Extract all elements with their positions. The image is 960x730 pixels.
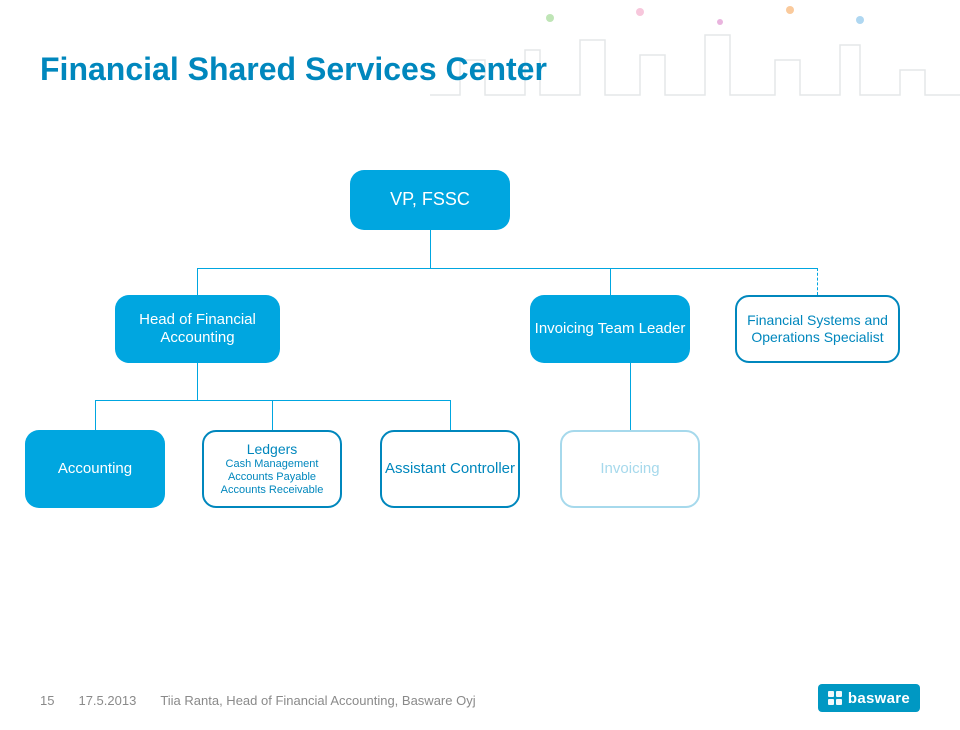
- org-node-head: Head of Financial Accounting: [115, 295, 280, 363]
- org-node-acct-label: Accounting: [58, 460, 132, 478]
- org-node-invoicing-label: Invoicing: [600, 460, 659, 478]
- logo-plus-icon: [828, 691, 842, 705]
- org-node-head-label: Head of Financial Accounting: [115, 311, 280, 347]
- org-node-assist: Assistant Controller: [380, 430, 520, 508]
- footer-date: 17.5.2013: [78, 693, 136, 708]
- connector-11: [630, 363, 631, 430]
- connector-10: [450, 400, 451, 430]
- org-node-vp-label: VP, FSSC: [390, 189, 470, 211]
- connector-4: [817, 268, 818, 295]
- connector-5: [614, 268, 817, 269]
- basware-logo: basware: [818, 684, 920, 712]
- org-node-finops: Financial Systems and Operations Special…: [735, 295, 900, 363]
- org-node-ledgers-label: Ledgers: [247, 441, 298, 458]
- footer-caption: Tiia Ranta, Head of Financial Accounting…: [160, 693, 475, 708]
- connector-3: [610, 268, 611, 295]
- org-node-assist-label: Assistant Controller: [385, 460, 515, 478]
- org-node-ledgers-sub-2: Accounts Receivable: [221, 484, 324, 497]
- footer-page: 15: [40, 693, 54, 708]
- org-node-invoicing: Invoicing: [560, 430, 700, 508]
- slide-title-text: Financial Shared Services Center: [40, 51, 547, 87]
- org-node-invlead-label: Invoicing Team Leader: [535, 320, 686, 338]
- org-node-ledgers-sub-1: Accounts Payable: [228, 471, 316, 484]
- logo-text: basware: [848, 690, 910, 707]
- org-node-acct: Accounting: [25, 430, 165, 508]
- connector-8: [95, 400, 96, 430]
- slide-title: Financial Shared Services Center: [40, 51, 547, 88]
- footer: 15 17.5.2013 Tiia Ranta, Head of Financi…: [40, 693, 476, 708]
- connector-6: [197, 363, 198, 400]
- org-node-ledgers: LedgersCash ManagementAccounts PayableAc…: [202, 430, 342, 508]
- connector-9: [272, 400, 273, 430]
- connector-2: [197, 268, 198, 295]
- connector-0: [430, 230, 431, 268]
- org-node-ledgers-sub-0: Cash Management: [226, 458, 319, 471]
- org-node-invlead: Invoicing Team Leader: [530, 295, 690, 363]
- org-node-vp: VP, FSSC: [350, 170, 510, 230]
- org-node-finops-label: Financial Systems and Operations Special…: [737, 312, 898, 346]
